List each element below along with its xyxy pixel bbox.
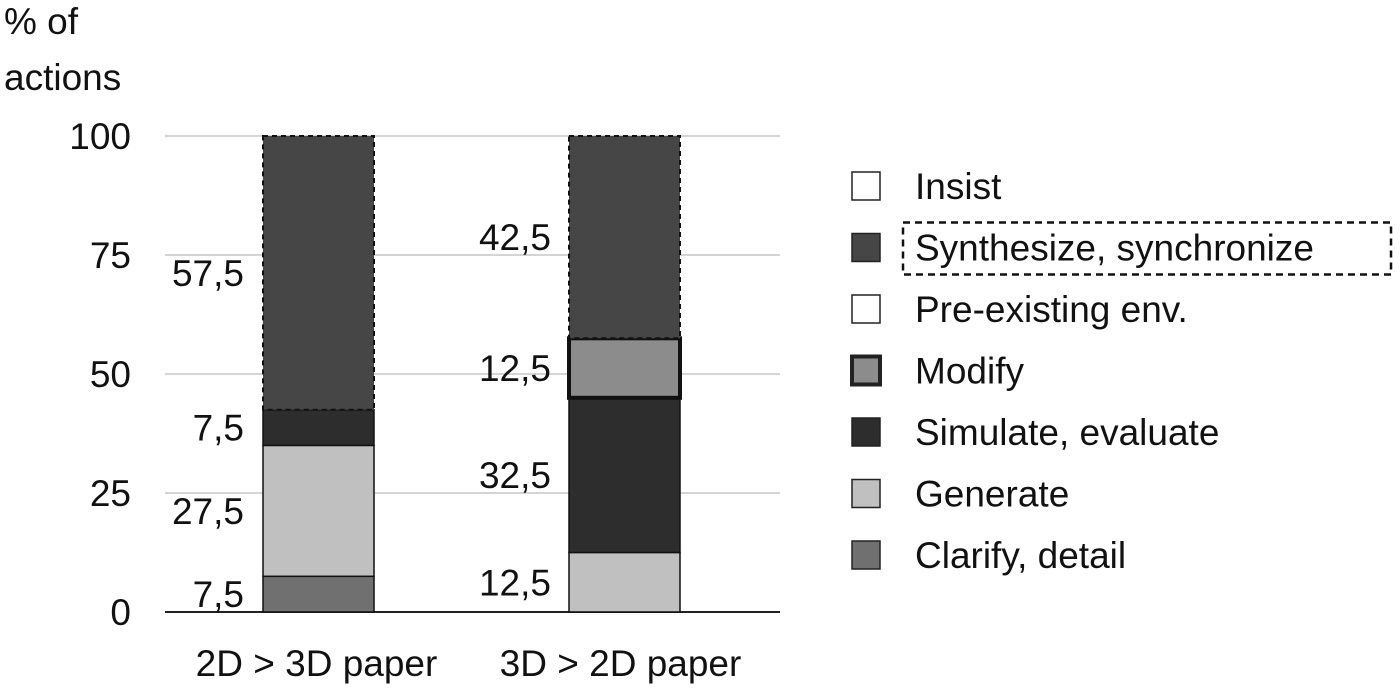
- y-tick-label: 50: [90, 354, 131, 395]
- legend: Insist Synthesize, synchronize Pre-existin…: [850, 166, 1393, 576]
- data-label: 57,5: [172, 253, 244, 294]
- bar-segment: [568, 551, 681, 613]
- legend-swatch: [850, 354, 882, 387]
- bar-segment: [262, 444, 375, 578]
- legend-swatch: [851, 294, 881, 324]
- gridlines: [165, 135, 780, 613]
- x-tick-label: 2D > 3D paper: [196, 643, 438, 684]
- data-label: 12,5: [479, 348, 551, 389]
- bars: [262, 135, 682, 613]
- data-label: 32,5: [479, 455, 551, 496]
- y-tick-label: 0: [110, 592, 131, 633]
- data-label: 7,5: [193, 574, 244, 615]
- legend-label: Synthesize, synchronize: [915, 228, 1314, 269]
- data-label: 12,5: [479, 562, 551, 603]
- legend-swatch: [851, 171, 881, 201]
- legend-label: Modify: [915, 351, 1024, 392]
- y-axis: 0 25 50 75 100 % of actions: [4, 1, 131, 633]
- data-labels: 7,5 27,5 7,5 57,5 12,5 32,5 12,5 42,5: [172, 217, 551, 615]
- bar-segment: [568, 397, 681, 554]
- data-label: 7,5: [193, 408, 244, 449]
- legend-label: Simulate, evaluate: [915, 412, 1219, 453]
- legend-label: Clarify, detail: [915, 535, 1126, 576]
- legend-highlight-box: [901, 221, 1393, 276]
- bar-segment: [262, 408, 375, 447]
- data-label: 42,5: [479, 217, 551, 258]
- y-axis-title: actions: [4, 57, 121, 98]
- legend-swatch: [851, 417, 881, 447]
- data-label: 27,5: [172, 491, 244, 532]
- y-axis-title: % of: [4, 1, 79, 42]
- bar-segment: [568, 135, 681, 340]
- legend-label: Insist: [915, 166, 1002, 207]
- bar-segment: [262, 135, 375, 411]
- bar-segment: [262, 575, 375, 613]
- bar-segment: [567, 336, 682, 400]
- legend-swatch: [851, 232, 881, 263]
- legend-label: Pre-existing env.: [915, 289, 1188, 330]
- legend-swatch: [851, 540, 881, 570]
- legend-swatch: [851, 478, 881, 509]
- y-tick-label: 25: [90, 473, 131, 514]
- y-tick-label: 100: [69, 116, 131, 157]
- x-tick-label: 3D > 2D paper: [500, 643, 742, 684]
- legend-label: Generate: [915, 474, 1069, 515]
- y-tick-label: 75: [90, 235, 131, 276]
- x-axis: 2D > 3D paper 3D > 2D paper: [196, 643, 742, 684]
